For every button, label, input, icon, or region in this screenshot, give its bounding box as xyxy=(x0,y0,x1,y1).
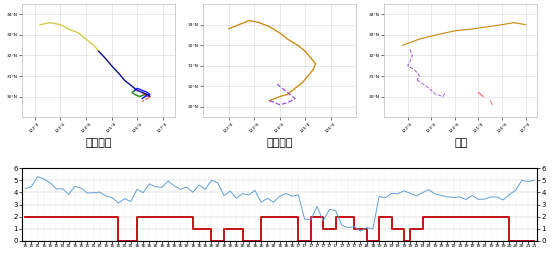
X-axis label: 日期位置: 日期位置 xyxy=(85,138,112,148)
X-axis label: 网次: 网次 xyxy=(454,138,468,148)
X-axis label: 渔船状态: 渔船状态 xyxy=(266,138,293,148)
